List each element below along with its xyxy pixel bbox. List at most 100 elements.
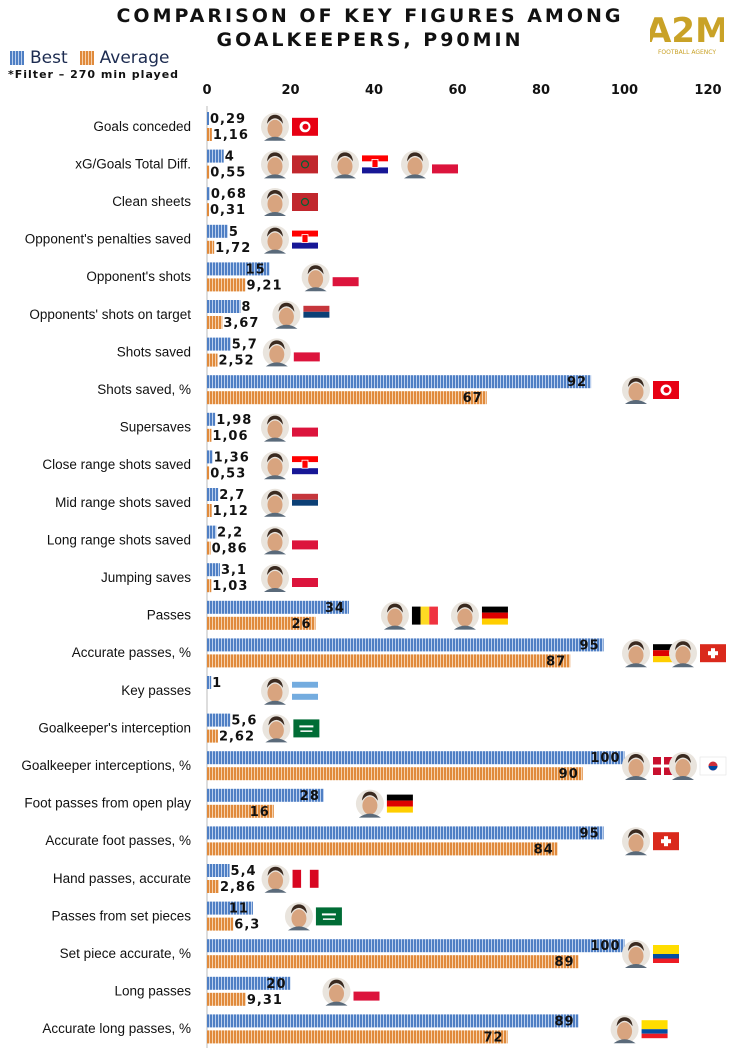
data-label-average: 87 bbox=[546, 654, 566, 669]
data-label-average: 2,86 bbox=[220, 880, 256, 895]
bar-average bbox=[207, 917, 234, 931]
poland-flag-icon bbox=[332, 268, 359, 287]
bar-best bbox=[207, 676, 212, 689]
croatia-flag-icon bbox=[292, 456, 318, 475]
player-avatar bbox=[669, 752, 697, 780]
bar-average bbox=[207, 165, 210, 179]
data-label-best: 95 bbox=[580, 638, 600, 653]
player-avatar bbox=[622, 752, 650, 780]
croatia-flag-icon bbox=[362, 155, 388, 174]
data-label-best: 5,6 bbox=[231, 714, 257, 729]
bar-best bbox=[207, 864, 230, 877]
player-avatar bbox=[622, 827, 650, 856]
bar-average bbox=[207, 616, 316, 630]
category-label: Shots saved, % bbox=[97, 382, 191, 397]
data-label-best: 15 bbox=[246, 262, 266, 277]
category-label: Goalkeeper's interception bbox=[38, 720, 191, 735]
player-avatar bbox=[450, 601, 479, 630]
bar-best bbox=[207, 112, 209, 125]
category-label: xG/Goals Total Diff. bbox=[75, 156, 191, 171]
player-avatar bbox=[622, 940, 650, 968]
south-korea-flag-icon bbox=[699, 756, 727, 776]
bar-average bbox=[207, 504, 212, 517]
bar-best bbox=[207, 563, 220, 577]
data-label-average: 1,06 bbox=[212, 429, 248, 444]
bar-average bbox=[207, 240, 215, 254]
player-avatar bbox=[261, 864, 290, 893]
x-tick-label: 60 bbox=[448, 83, 466, 98]
bar-average bbox=[207, 541, 211, 555]
category-label: Opponent's shots bbox=[86, 269, 191, 284]
data-label-average: 1,12 bbox=[213, 504, 249, 519]
bar-average bbox=[207, 654, 571, 668]
data-label-best: 0,29 bbox=[210, 112, 246, 127]
x-tick-label: 40 bbox=[365, 83, 383, 98]
player-avatar bbox=[262, 714, 291, 743]
player-avatar bbox=[380, 601, 409, 630]
ecuador-flag-icon bbox=[641, 1020, 668, 1039]
data-label-best: 3,1 bbox=[221, 563, 247, 578]
data-label-best: 2,7 bbox=[219, 488, 245, 503]
bar-best bbox=[207, 525, 217, 539]
player-avatar bbox=[261, 564, 289, 592]
player-avatar bbox=[261, 451, 289, 480]
x-tick-label: 120 bbox=[694, 83, 721, 98]
bar-average bbox=[207, 992, 246, 1006]
bar-best bbox=[207, 600, 349, 614]
data-label-average: 2,52 bbox=[219, 354, 255, 369]
legend-average-swatch bbox=[79, 51, 94, 65]
player-avatar bbox=[261, 676, 289, 705]
player-avatar bbox=[261, 112, 289, 141]
bar-average bbox=[207, 353, 218, 367]
data-label-average: 1,16 bbox=[213, 128, 249, 143]
category-label: Goalkeeper interceptions, % bbox=[21, 758, 191, 773]
data-label-best: 20 bbox=[266, 977, 286, 992]
data-label-average: 3,67 bbox=[223, 316, 259, 331]
bar-average bbox=[207, 316, 223, 329]
belgium-flag-icon bbox=[411, 606, 438, 625]
data-label-average: 90 bbox=[559, 767, 579, 782]
bar-average bbox=[207, 128, 212, 141]
x-tick-label: 80 bbox=[532, 83, 550, 98]
player-avatar bbox=[261, 526, 289, 555]
player-avatar bbox=[261, 488, 289, 517]
data-label-average: 89 bbox=[554, 955, 574, 970]
legend-best-label: Best bbox=[30, 48, 68, 68]
data-label-best: 89 bbox=[554, 1014, 574, 1029]
bar-best bbox=[207, 901, 253, 915]
data-label-average: 0,86 bbox=[212, 542, 248, 557]
tunisia-flag-icon bbox=[292, 117, 318, 136]
bar-best bbox=[207, 713, 231, 727]
bar-average bbox=[207, 1030, 508, 1044]
poland-flag-icon bbox=[432, 155, 458, 174]
switzerland-flag-icon bbox=[700, 644, 726, 663]
bar-average bbox=[207, 767, 583, 781]
germany-flag-icon bbox=[386, 794, 413, 813]
saudi-arabia-flag-icon bbox=[293, 719, 320, 738]
legend-best-swatch bbox=[10, 51, 24, 65]
data-label-best: 1,98 bbox=[216, 413, 252, 428]
data-label-best: 1 bbox=[212, 676, 222, 691]
data-label-best: 5 bbox=[229, 225, 239, 240]
data-label-average: 6,3 bbox=[234, 918, 260, 933]
ecuador-flag-icon bbox=[653, 945, 679, 963]
data-label-average: 0,53 bbox=[210, 466, 246, 481]
serbia-flag-icon bbox=[292, 493, 318, 512]
category-label: Opponents' shots on target bbox=[29, 307, 191, 322]
argentina-flag-icon bbox=[292, 681, 318, 700]
player-avatar bbox=[284, 902, 313, 931]
data-label-average: 2,62 bbox=[219, 730, 255, 745]
data-label-best: 92 bbox=[567, 375, 587, 390]
category-label: Mid range shots saved bbox=[55, 495, 191, 510]
bar-average bbox=[207, 428, 212, 442]
data-label-average: 72 bbox=[484, 1030, 504, 1045]
morocco-flag-icon bbox=[292, 155, 318, 174]
category-label: Goals conceded bbox=[93, 119, 191, 134]
player-avatar bbox=[331, 150, 359, 179]
data-label-best: 28 bbox=[300, 789, 320, 804]
category-label: Key passes bbox=[121, 683, 191, 698]
player-avatar bbox=[355, 789, 384, 818]
data-label-best: 100 bbox=[590, 751, 620, 766]
category-label: Hand passes, accurate bbox=[53, 871, 191, 886]
